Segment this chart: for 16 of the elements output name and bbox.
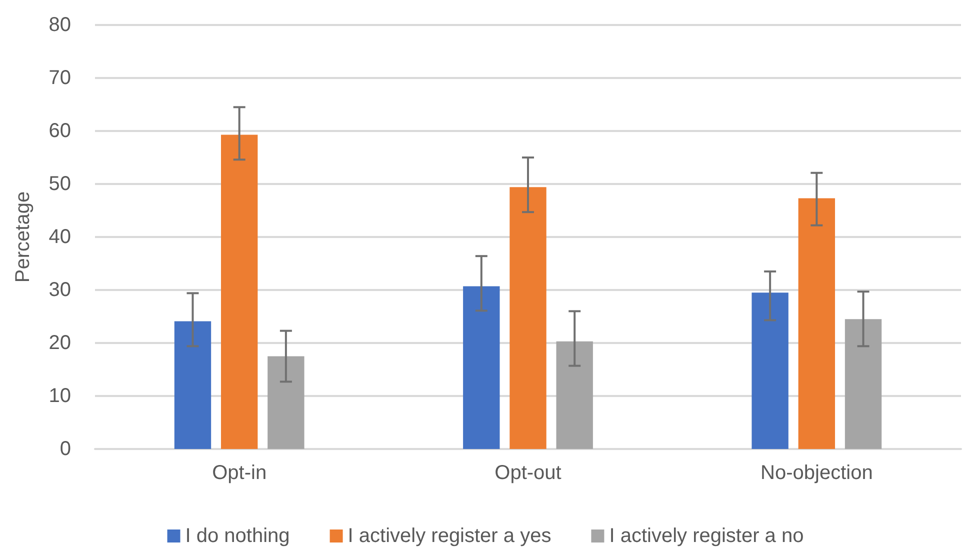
y-tick-label: 50: [48, 173, 71, 195]
y-tick-label: 20: [48, 332, 71, 354]
y-tick-label: 0: [60, 438, 71, 460]
y-tick-label: 10: [48, 385, 71, 407]
y-tick-label: 70: [48, 67, 71, 89]
x-tick-label: No-objection: [760, 462, 873, 484]
y-tick-label: 40: [48, 226, 71, 248]
y-tick-label: 30: [48, 279, 71, 301]
legend-label: I actively register a no: [609, 525, 804, 547]
legend-label: I do nothing: [185, 525, 290, 547]
legend-label: I actively register a yes: [348, 525, 552, 547]
y-tick-label: 60: [48, 120, 71, 142]
y-tick-label: 80: [48, 14, 71, 36]
y-axis-title: Percetage: [12, 191, 34, 283]
x-tick-label: Opt-in: [212, 462, 267, 484]
x-tick-label: Opt-out: [494, 462, 562, 484]
